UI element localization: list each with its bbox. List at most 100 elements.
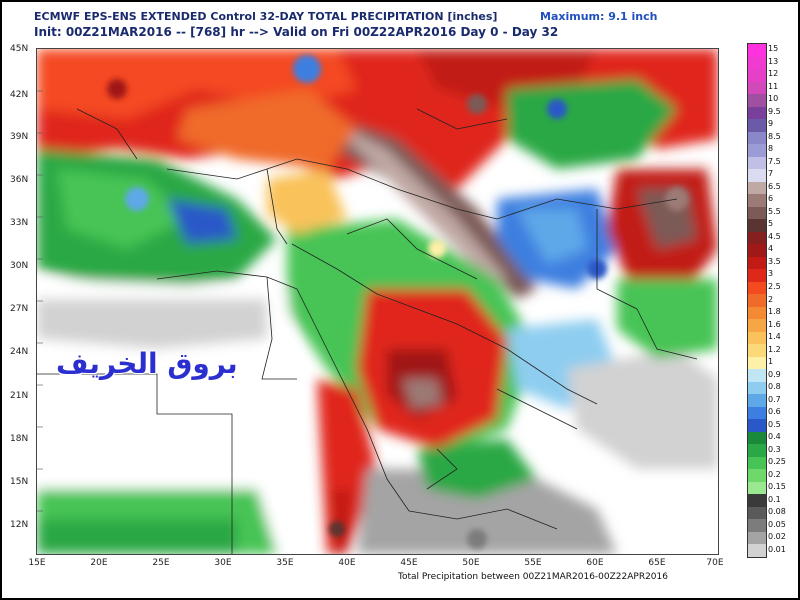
legend-swatch [748,369,766,383]
legend-label: 0.25 [768,457,786,467]
legend-swatch [748,169,766,183]
legend-label: 1.6 [768,319,781,329]
legend-swatch [748,69,766,83]
legend-label: 0.02 [768,532,786,542]
legend-swatch [748,119,766,133]
lon-label-35e: 35E [276,558,294,568]
lat-label-12n: 12N [10,520,29,530]
maximum-label: Maximum: 9.1 inch [540,10,658,23]
legend-swatch [748,356,766,370]
legend-label: 0.5 [768,419,781,429]
legend-swatch [748,481,766,495]
legend-label: 8 [768,144,774,154]
legend-label: 2 [768,294,774,304]
legend-swatch [748,244,766,258]
legend-swatch [748,394,766,408]
legend-label: 6.5 [768,181,781,191]
legend-swatch [748,456,766,470]
lat-label-45n: 45N [10,44,29,54]
borders [37,108,698,554]
legend-swatch [748,306,766,320]
lon-label-45e: 45E [400,558,418,568]
legend-label: 1.8 [768,307,781,316]
legend-swatch [748,331,766,345]
lon-label-40e: 40E [338,558,356,568]
legend-swatch [748,106,766,120]
lon-label-60e: 60E [586,558,604,568]
legend-swatch [748,156,766,170]
legend-swatch [748,231,766,245]
legend-label: 5 [768,219,774,229]
legend-swatch [748,206,766,220]
legend-swatch [748,269,766,283]
legend-label: 1 [768,357,774,367]
legend-label: 1.4 [768,332,781,342]
legend-swatch [748,531,766,545]
lon-label-70e: 70E [706,558,724,568]
legend-label: 0.08 [768,507,786,517]
lon-label-25e: 25E [152,558,170,568]
legend-label: 5.5 [768,206,781,216]
watermark-text: بروق الخريف [56,347,238,380]
legend-swatch [748,219,766,233]
legend-label: 0.05 [768,519,786,529]
precipitation-map [36,48,719,555]
legend-swatch [748,406,766,420]
legend-swatch [748,544,766,558]
legend-label: 0.3 [768,444,781,454]
legend-swatch [748,344,766,358]
legend-swatch [748,319,766,333]
map-title: ECMWF EPS-ENS EXTENDED Control 32-DAY TO… [34,10,498,23]
legend-label: 7.5 [768,156,781,166]
lat-label-33n: 33N [10,218,29,228]
legend-label: 7 [768,169,774,179]
legend-label: 11 [768,81,779,91]
lon-label-30e: 30E [214,558,232,568]
legend-swatch [748,469,766,483]
legend-swatch [748,44,766,57]
legend-swatch [748,144,766,158]
lat-label-27n: 27N [10,304,29,314]
legend-swatch [748,519,766,533]
color-legend [747,43,767,558]
legend-label: 15 [768,44,779,54]
legend-label: 1.2 [768,344,781,354]
lon-label-50e: 50E [462,558,480,568]
lat-label-36n: 36N [10,175,29,185]
legend-label: 8.5 [768,131,781,141]
legend-swatch [748,381,766,395]
legend-label: 0.15 [768,482,786,492]
legend-swatch [748,81,766,95]
legend-swatch [748,431,766,445]
legend-swatch [748,444,766,458]
legend-label: 3.5 [768,256,781,266]
lon-label-55e: 55E [524,558,542,568]
lat-label-24n: 24N [10,347,29,357]
legend-swatch [748,294,766,308]
legend-label: 3 [768,269,774,279]
legend-swatch [748,419,766,433]
legend-label: 4 [768,244,774,254]
lat-label-42n: 42N [10,90,29,100]
legend-label: 0.9 [768,369,781,379]
legend-label: 0.7 [768,394,781,404]
legend-swatch [748,281,766,295]
legend-swatch [748,506,766,520]
lon-label-15e: 15E [28,558,46,568]
legend-swatch [748,131,766,145]
legend-label: 6 [768,194,774,204]
lon-label-20e: 20E [90,558,108,568]
lat-label-30n: 30N [10,261,29,271]
legend-swatch [748,494,766,508]
legend-label: 0.01 [768,544,786,554]
grid-ticks [37,90,43,512]
legend-label: 0.8 [768,382,781,392]
legend-label: 0.6 [768,407,781,417]
legend-swatch [748,256,766,270]
lon-label-65e: 65E [648,558,666,568]
legend-swatch [748,94,766,108]
lat-label-15n: 15N [10,477,29,487]
lat-label-18n: 18N [10,434,29,444]
precip-fields [37,49,718,554]
legend-label: 0.1 [768,494,781,504]
